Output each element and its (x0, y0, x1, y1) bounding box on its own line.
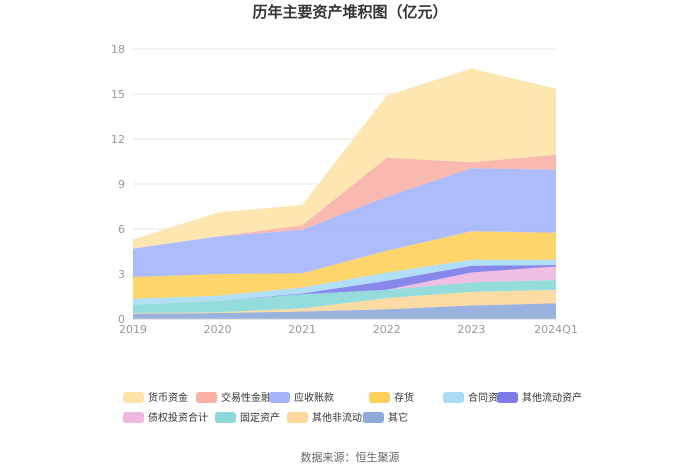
legend-swatch (443, 392, 464, 403)
legend-label: 固定资产 (240, 411, 280, 424)
legend-label: 债权投资合计 (148, 411, 208, 424)
legend-swatch (497, 392, 518, 403)
area-series (133, 259, 556, 305)
y-tick-label: 0 (118, 313, 125, 326)
y-tick-label: 6 (118, 223, 125, 236)
legend-label: 其他流动资产 (522, 391, 582, 404)
area-series (133, 266, 556, 305)
y-tick-label: 18 (111, 43, 125, 56)
legend-swatch (363, 412, 384, 423)
areas (133, 68, 556, 319)
legend-label: 货币资金 (148, 391, 188, 404)
y-tick-label: 12 (111, 133, 125, 146)
legend-swatch (123, 412, 144, 423)
area-series (133, 265, 556, 305)
area-series (133, 68, 556, 249)
x-tick-label: 2022 (373, 323, 401, 336)
legend-label: 存货 (394, 391, 414, 404)
area-series (133, 303, 556, 319)
area-series (133, 231, 556, 299)
chart-title: 历年主要资产堆积图（亿元） (252, 3, 447, 21)
legend-swatch (269, 392, 290, 403)
y-tick-label: 15 (111, 88, 125, 101)
x-tick-label: 2021 (288, 323, 316, 336)
area-series (133, 289, 556, 314)
legend-swatch (369, 392, 390, 403)
area-series (133, 168, 556, 277)
x-tick-label: 2024Q1 (534, 323, 578, 336)
legend-swatch (123, 392, 144, 403)
x-tick-label: 2020 (204, 323, 232, 336)
legend-swatch (287, 412, 308, 423)
legend-label: 其它 (388, 411, 408, 424)
x-tick-label: 2019 (119, 323, 147, 336)
source-label: 数据来源：恒生聚源 (301, 450, 400, 464)
legend-label: 应收账款 (294, 391, 334, 404)
legend-swatch (196, 392, 217, 403)
area-series (133, 154, 556, 249)
axis: 0 3 6 9 12 15 18 2019 2020 2021 2022 2023 2024Q1 (111, 43, 578, 336)
y-tick-label: 3 (118, 268, 125, 281)
y-tick-label: 9 (118, 178, 125, 191)
area-series (133, 280, 556, 313)
legend-swatch (215, 412, 236, 423)
x-tick-label: 2023 (457, 323, 485, 336)
